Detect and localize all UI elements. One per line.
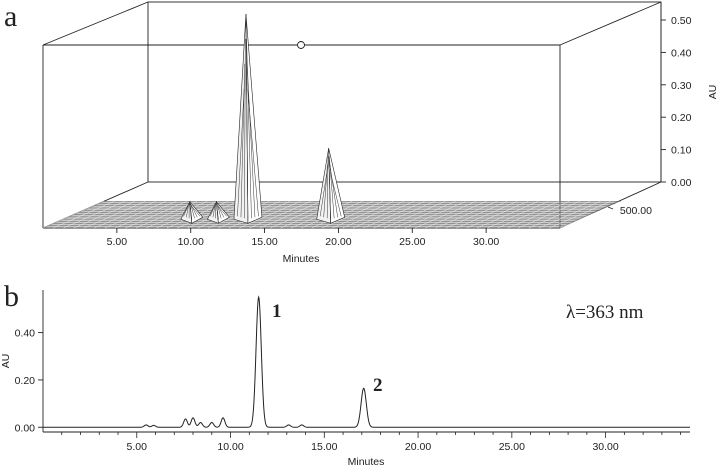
x-tick-label-b: 25.00 [499,441,525,453]
x-tick-label-b: 5.00 [127,441,148,453]
y-tick-label-a: 0.20 [671,112,692,124]
box-top-left-edge [43,2,148,45]
x-tick-label-b: 30.00 [592,441,618,453]
x-tick-label-b: 10.00 [217,441,243,453]
peak-2-label: 2 [373,375,383,396]
peak-1-label: 1 [272,301,282,322]
x-tick-label-a: 5.00 [107,236,128,248]
x-axis-title-a: Minutes [283,253,320,265]
wavelength-annotation: λ=363 nm [566,302,644,323]
y-tick-label-b: 0.00 [15,422,36,434]
x-ticks-a: 5.00 10.00 15.00 20.00 25.00 30.00 [107,228,500,248]
y-tick-label-a: 0.40 [671,47,692,59]
x-tick-label-b: 20.00 [405,441,431,453]
y-axis-title-a: AU [707,85,719,100]
y-ticks-b: 0.00 0.20 0.40 [15,328,43,435]
panel-b: b 0.00 0.20 0.40 5.00 10.00 15.00 20.00 25.00 3… [0,280,690,467]
surface-peak-2 [317,148,345,223]
y-axis-title-b: AU [0,354,12,369]
panel-a-label: a [4,0,17,33]
y-tick-label-a: 0.10 [671,145,692,157]
y-tick-label-b: 0.20 [15,375,36,387]
x-axis-title-b: Minutes [348,456,385,467]
z-tick-mark [608,207,613,209]
x-tick-label-a: 25.00 [399,236,425,248]
x-tick-label-b: 15.00 [311,441,337,453]
z-tick-label: 500.00 [620,205,652,217]
y-tick-label-a: 0.30 [671,80,692,92]
y-ticks-a: 0.00 0.10 0.20 0.30 0.40 0.50 [661,15,692,189]
panel-b-label: b [4,280,19,313]
y-tick-label-a: 0.50 [671,15,692,27]
x-ticks-b: 5.00 10.00 15.00 20.00 25.00 30.00 [62,432,681,453]
box-top-right-edge [560,2,661,45]
x-tick-label-a: 30.00 [473,236,499,248]
cursor-marker [298,42,305,49]
x-tick-label-a: 10.00 [178,236,204,248]
surface-peak-face [317,148,331,223]
x-tick-label-a: 20.00 [325,236,351,248]
x-tick-label-a: 15.00 [251,236,277,248]
y-tick-label-b: 0.40 [15,328,36,340]
box-back-plane [148,2,661,182]
y-tick-label-a: 0.00 [671,177,692,189]
